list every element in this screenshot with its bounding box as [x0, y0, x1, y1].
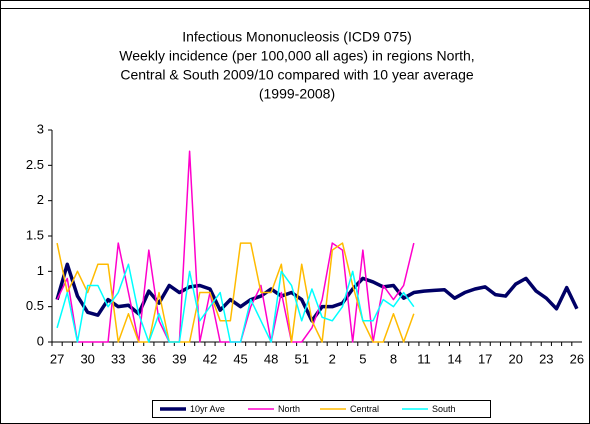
x-tick-label: 23 [539, 351, 553, 366]
x-tick-label: 48 [264, 351, 278, 366]
y-tick-label: 0.5 [26, 298, 44, 313]
chart-title: Weekly incidence (per 100,000 all ages) … [119, 48, 474, 64]
x-tick-label: 39 [172, 351, 186, 366]
x-tick-label: 14 [447, 351, 461, 366]
y-tick-label: 1.5 [26, 227, 44, 242]
x-tick-label: 27 [50, 351, 64, 366]
x-tick-label: 17 [478, 351, 492, 366]
legend-label: Central [350, 404, 379, 414]
chart-title: (1999-2008) [259, 86, 335, 102]
x-tick-label: 26 [570, 351, 584, 366]
y-tick-label: 1 [37, 263, 44, 278]
x-tick-label: 33 [111, 351, 125, 366]
series-line [56, 242, 415, 343]
x-tick-label: 30 [80, 351, 94, 366]
x-tick-label: 20 [509, 351, 523, 366]
x-tick-label: 5 [359, 351, 366, 366]
y-tick-label: 2.5 [26, 157, 44, 172]
x-tick-label: 51 [294, 351, 308, 366]
x-tick-label: 42 [203, 351, 217, 366]
series-line [56, 263, 415, 343]
chart-frame [0, 8, 590, 424]
y-tick-label: 0 [37, 333, 44, 348]
legend-label: North [278, 404, 300, 414]
x-tick-label: 11 [417, 351, 431, 366]
legend-label: 10yr Ave [190, 404, 225, 414]
chart-title: Central & South 2009/10 compared with 10… [120, 67, 474, 83]
x-tick-label: 8 [390, 351, 397, 366]
legend-label: South [432, 404, 456, 414]
y-tick-label: 2 [37, 192, 44, 207]
x-tick-label: 2 [329, 351, 336, 366]
x-tick-label: 45 [233, 351, 247, 366]
chart-title: Infectious Mononucleosis (ICD9 075) [182, 29, 412, 45]
y-tick-label: 3 [37, 121, 44, 136]
x-tick-label: 36 [142, 351, 156, 366]
top-frame [0, 0, 590, 9]
